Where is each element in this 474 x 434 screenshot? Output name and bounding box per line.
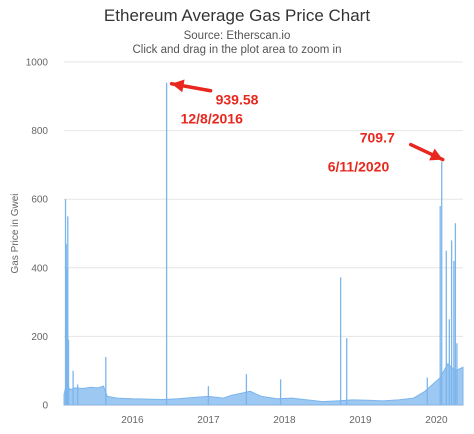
y-axis-tick-labels: 0 200 400 600 800 1000 (26, 58, 49, 412)
x-tick-label: 2016 (121, 415, 144, 426)
annotations: 939.58 12/8/2016 709.7 6/11/2020 (169, 79, 445, 175)
y-tick-label: 800 (31, 126, 48, 137)
annotation-value: 709.7 (360, 130, 395, 146)
y-tick-label: 200 (31, 332, 48, 343)
annotation-date: 12/8/2016 (181, 111, 243, 127)
x-tick-label: 2018 (273, 415, 296, 426)
y-tick-label: 400 (31, 263, 48, 274)
x-tick-label: 2020 (425, 415, 448, 426)
x-axis-tick-labels: 2016 2017 2018 2019 2020 (121, 415, 448, 426)
y-tick-label: 1000 (26, 58, 49, 69)
grid-lines (64, 61, 463, 337)
annotation-arrow-head (429, 148, 443, 161)
gas-price-series[interactable] (63, 82, 464, 406)
chart-title: Ethereum Average Gas Price Chart (103, 6, 371, 25)
y-tick-label: 600 (31, 195, 48, 206)
x-tick-label: 2017 (197, 415, 220, 426)
chart-subtitle: Source: Etherscan.io Click and drag in t… (0, 29, 474, 57)
annotation-date: 6/11/2020 (328, 159, 390, 175)
annotation-value: 939.58 (216, 92, 259, 108)
annotation-arrow-head (171, 79, 185, 93)
y-axis-title: Gas Price in Gwei (10, 193, 21, 273)
subtitle-zoom-hint: Click and drag in the plot area to zoom … (132, 44, 342, 56)
series-baseline-area (63, 363, 464, 406)
subtitle-source: Source: Etherscan.io (183, 30, 291, 42)
x-tick-label: 2019 (349, 415, 372, 426)
y-tick-label: 0 (42, 401, 48, 412)
